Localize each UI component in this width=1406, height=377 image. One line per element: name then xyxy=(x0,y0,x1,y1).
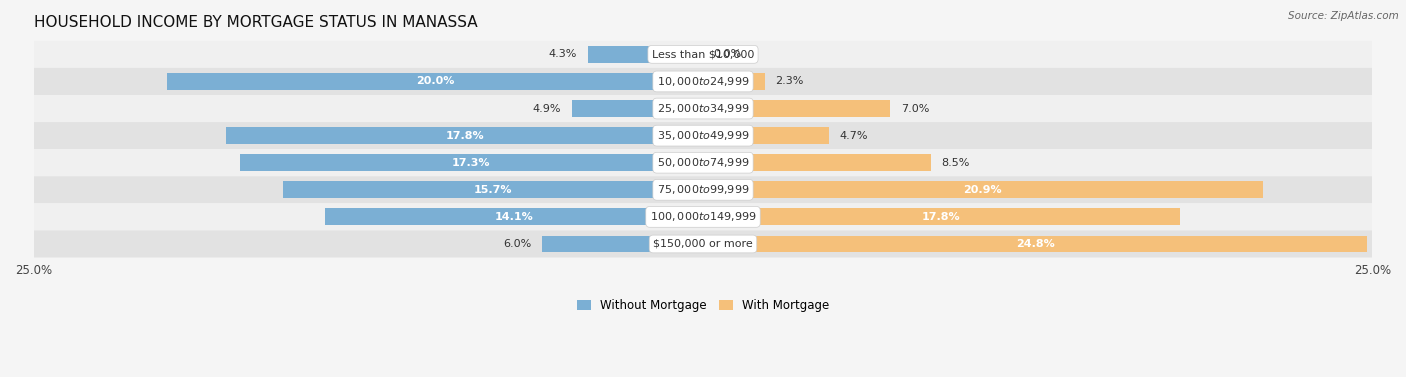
Bar xyxy=(588,46,703,63)
Bar xyxy=(572,100,703,117)
Text: 20.9%: 20.9% xyxy=(963,185,1002,195)
Text: 6.0%: 6.0% xyxy=(503,239,531,249)
Text: 17.8%: 17.8% xyxy=(922,212,960,222)
Text: $150,000 or more: $150,000 or more xyxy=(654,239,752,249)
Text: 17.8%: 17.8% xyxy=(446,130,484,141)
Bar xyxy=(703,73,765,90)
Text: Source: ZipAtlas.com: Source: ZipAtlas.com xyxy=(1288,11,1399,21)
FancyBboxPatch shape xyxy=(34,149,1372,176)
Text: $10,000 to $24,999: $10,000 to $24,999 xyxy=(657,75,749,88)
Text: HOUSEHOLD INCOME BY MORTGAGE STATUS IN MANASSA: HOUSEHOLD INCOME BY MORTGAGE STATUS IN M… xyxy=(34,15,477,30)
FancyBboxPatch shape xyxy=(34,95,1372,122)
Text: $25,000 to $34,999: $25,000 to $34,999 xyxy=(657,102,749,115)
Text: 17.3%: 17.3% xyxy=(453,158,491,168)
Bar xyxy=(703,181,1263,198)
Text: 0.0%: 0.0% xyxy=(714,49,742,59)
Bar xyxy=(325,208,703,225)
Bar xyxy=(240,154,703,171)
Text: $100,000 to $149,999: $100,000 to $149,999 xyxy=(650,210,756,224)
Text: 14.1%: 14.1% xyxy=(495,212,534,222)
Bar xyxy=(283,181,703,198)
Text: 8.5%: 8.5% xyxy=(942,158,970,168)
Text: 4.7%: 4.7% xyxy=(839,130,868,141)
Text: 20.0%: 20.0% xyxy=(416,77,454,86)
FancyBboxPatch shape xyxy=(34,68,1372,95)
Text: 4.9%: 4.9% xyxy=(533,104,561,113)
Text: Less than $10,000: Less than $10,000 xyxy=(652,49,754,59)
Bar xyxy=(543,236,703,252)
FancyBboxPatch shape xyxy=(34,203,1372,230)
FancyBboxPatch shape xyxy=(34,41,1372,68)
Bar xyxy=(703,236,1367,252)
Text: $75,000 to $99,999: $75,000 to $99,999 xyxy=(657,183,749,196)
Text: 24.8%: 24.8% xyxy=(1015,239,1054,249)
Text: 15.7%: 15.7% xyxy=(474,185,512,195)
Text: 4.3%: 4.3% xyxy=(548,49,576,59)
Bar xyxy=(703,154,931,171)
Legend: Without Mortgage, With Mortgage: Without Mortgage, With Mortgage xyxy=(572,294,834,317)
Bar xyxy=(226,127,703,144)
FancyBboxPatch shape xyxy=(34,230,1372,257)
Bar xyxy=(703,127,830,144)
Bar xyxy=(703,208,1180,225)
Bar xyxy=(167,73,703,90)
Text: $50,000 to $74,999: $50,000 to $74,999 xyxy=(657,156,749,169)
Text: 2.3%: 2.3% xyxy=(775,77,804,86)
FancyBboxPatch shape xyxy=(34,122,1372,149)
Text: $35,000 to $49,999: $35,000 to $49,999 xyxy=(657,129,749,142)
FancyBboxPatch shape xyxy=(34,176,1372,203)
Bar xyxy=(703,100,890,117)
Text: 7.0%: 7.0% xyxy=(901,104,929,113)
